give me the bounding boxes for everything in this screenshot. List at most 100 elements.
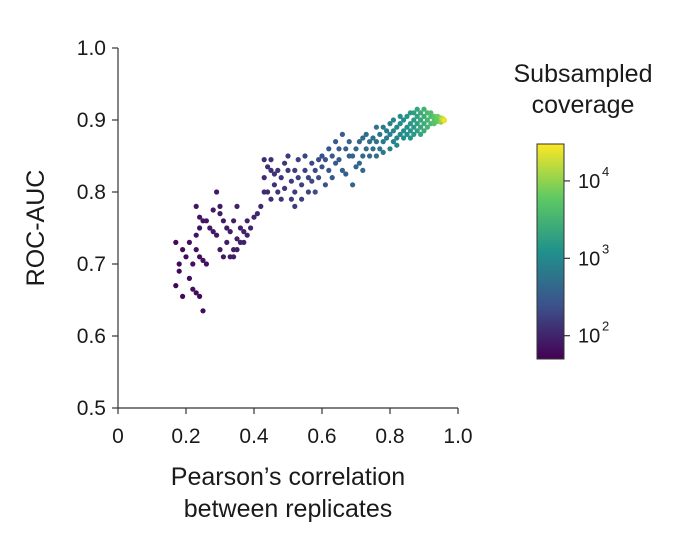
data-point bbox=[394, 124, 400, 130]
data-point bbox=[418, 124, 424, 130]
x-tick-label: 1.0 bbox=[443, 425, 472, 448]
data-point bbox=[346, 139, 352, 145]
data-point bbox=[193, 247, 199, 253]
data-point bbox=[180, 247, 186, 253]
data-point bbox=[384, 128, 390, 134]
colorbar-tick-base: 10 bbox=[578, 326, 600, 348]
data-point bbox=[288, 196, 294, 202]
data-point bbox=[350, 182, 356, 188]
data-point bbox=[380, 124, 386, 130]
data-point bbox=[333, 160, 339, 166]
data-point bbox=[197, 254, 203, 260]
data-point bbox=[210, 229, 216, 235]
data-point bbox=[295, 157, 301, 163]
x-tick-label: 0.2 bbox=[171, 425, 200, 448]
data-point bbox=[404, 131, 410, 137]
data-point bbox=[268, 157, 274, 163]
data-point bbox=[414, 113, 420, 119]
data-point bbox=[424, 124, 430, 130]
data-point bbox=[214, 232, 220, 238]
data-point bbox=[180, 293, 186, 299]
data-point bbox=[231, 254, 237, 260]
data-point bbox=[261, 175, 267, 181]
data-point bbox=[329, 175, 335, 181]
data-point bbox=[421, 106, 427, 112]
data-point bbox=[197, 293, 203, 299]
data-point bbox=[234, 203, 240, 209]
data-point bbox=[234, 236, 240, 242]
data-point bbox=[251, 214, 257, 220]
data-point bbox=[336, 157, 342, 163]
data-point bbox=[343, 171, 349, 177]
y-tick-label: 0.9 bbox=[77, 109, 106, 132]
data-point bbox=[295, 175, 301, 181]
data-point bbox=[370, 146, 376, 152]
data-point bbox=[285, 167, 291, 173]
data-point bbox=[207, 225, 213, 231]
data-point bbox=[237, 239, 243, 245]
data-point bbox=[356, 160, 362, 166]
y-tick-label: 0.6 bbox=[77, 325, 106, 348]
data-point bbox=[217, 211, 223, 217]
colorbar-tick-base: 10 bbox=[578, 248, 600, 270]
data-point bbox=[397, 131, 403, 137]
data-point bbox=[241, 229, 247, 235]
data-point bbox=[309, 178, 315, 184]
data-point bbox=[373, 139, 379, 145]
colorbar-tick-exponent: 2 bbox=[602, 319, 609, 334]
data-point bbox=[421, 113, 427, 119]
data-point bbox=[353, 146, 359, 152]
data-point bbox=[360, 153, 366, 159]
y-tick-label: 1.0 bbox=[77, 37, 106, 60]
data-point bbox=[176, 261, 182, 267]
data-point bbox=[316, 175, 322, 181]
data-point bbox=[244, 218, 250, 224]
data-point bbox=[200, 257, 206, 263]
x-tick-label: 0.4 bbox=[239, 425, 269, 448]
data-point bbox=[353, 164, 359, 170]
data-point bbox=[367, 153, 373, 159]
data-point bbox=[319, 164, 325, 170]
data-point bbox=[193, 203, 199, 209]
data-point bbox=[428, 110, 434, 116]
data-point bbox=[299, 182, 305, 188]
data-point bbox=[319, 153, 325, 159]
data-point bbox=[217, 203, 223, 209]
data-point bbox=[404, 113, 410, 119]
data-point bbox=[421, 121, 427, 127]
data-point bbox=[197, 214, 203, 220]
data-point bbox=[278, 175, 284, 181]
data-point bbox=[275, 167, 281, 173]
data-point bbox=[292, 167, 298, 173]
data-point bbox=[254, 211, 260, 217]
data-point bbox=[282, 160, 288, 166]
data-point bbox=[224, 225, 230, 231]
colorbar-gradient bbox=[536, 143, 565, 360]
data-point bbox=[370, 135, 376, 141]
data-point bbox=[190, 261, 196, 267]
data-point bbox=[377, 131, 383, 137]
data-point bbox=[268, 167, 274, 173]
data-point bbox=[305, 189, 311, 195]
data-point bbox=[186, 239, 192, 245]
data-point bbox=[193, 232, 199, 238]
x-axis-title-line: between replicates bbox=[184, 495, 392, 523]
data-point bbox=[411, 110, 417, 116]
data-point bbox=[373, 153, 379, 159]
scatter-points bbox=[173, 106, 447, 314]
data-point bbox=[339, 131, 345, 137]
data-point bbox=[285, 153, 291, 159]
data-point bbox=[387, 121, 393, 127]
data-point bbox=[288, 178, 294, 184]
data-point bbox=[329, 153, 335, 159]
data-point bbox=[265, 189, 271, 195]
axis-labels-layer: 0.5 0.6 0.7 0.8 0.9 1.0 0 0.2 0.4 0.6 0.8 1.0 ROC-AU… bbox=[22, 37, 473, 523]
y-tick-label: 0.7 bbox=[77, 253, 106, 276]
data-point bbox=[401, 117, 407, 123]
axes-layer bbox=[112, 47, 459, 414]
data-point bbox=[197, 225, 203, 231]
colorbar-tick-exponent: 3 bbox=[602, 241, 609, 256]
data-point bbox=[248, 225, 254, 231]
data-point bbox=[377, 146, 383, 152]
